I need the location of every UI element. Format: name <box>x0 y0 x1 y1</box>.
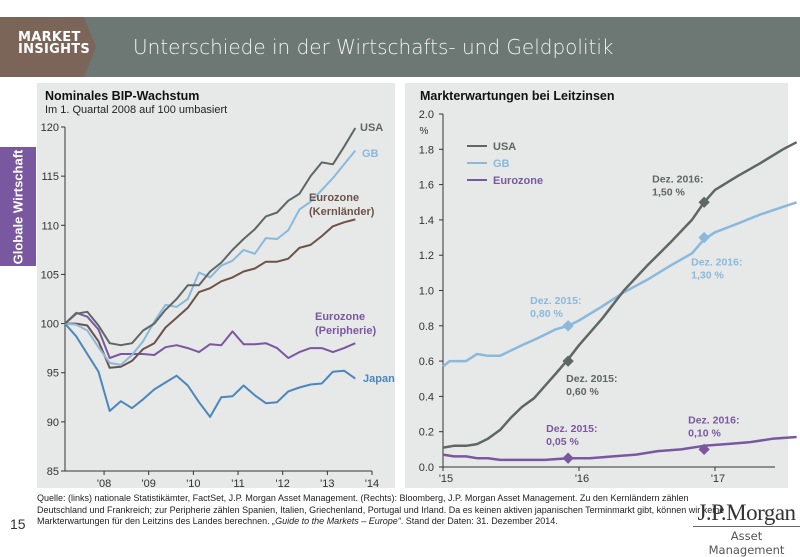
left-chart-subtitle: Im 1. Quartal 2008 auf 100 umbasiert <box>45 104 228 116</box>
footnote-line-1: Quelle: (links) nationale Statistikämter… <box>37 493 689 503</box>
jpmorgan-logo: J.P.Morgan Asset Management <box>693 500 800 557</box>
footnote-line-3a: Markterwartungen für den Leitzins des La… <box>37 516 273 526</box>
logo-name: J.P.Morgan <box>693 500 800 527</box>
section-tab-label: Globale Wirtschaft <box>10 149 26 264</box>
section-tab: Globale Wirtschaft <box>0 147 36 266</box>
brand-text: MARKET INSIGHTS <box>18 30 91 57</box>
source-footnote: Quelle: (links) nationale Statistikämter… <box>37 493 737 528</box>
page-number: 15 <box>10 516 26 532</box>
brand-line2: INSIGHTS <box>18 42 91 57</box>
market-insights-logo <box>0 17 96 77</box>
logo-subtitle: Asset Management <box>708 529 785 557</box>
footnote-guide-title: „Guide to the Markets – Europe“ <box>272 516 401 526</box>
page-title: Unterschiede in der Wirtschafts- und Gel… <box>133 35 614 59</box>
header-bar <box>0 17 800 77</box>
brand-line1: MARKET <box>18 30 81 45</box>
right-chart-title: Markterwartungen bei Leitzinsen <box>420 89 615 103</box>
left-chart-panel: Nominales BIP-Wachstum Im 1. Quartal 200… <box>37 83 395 488</box>
footnote-line-2: Deutschland und Frankreich; zur Peripher… <box>37 504 725 515</box>
left-chart-title: Nominales BIP-Wachstum <box>45 89 200 103</box>
right-chart-panel: Markterwartungen bei Leitzinsen <box>405 83 788 488</box>
footnote-line-3b: . Stand der Daten: 31. Dezember 2014. <box>400 516 558 526</box>
footnote-line-3: Markterwartungen für den Leitzins des La… <box>37 516 737 528</box>
